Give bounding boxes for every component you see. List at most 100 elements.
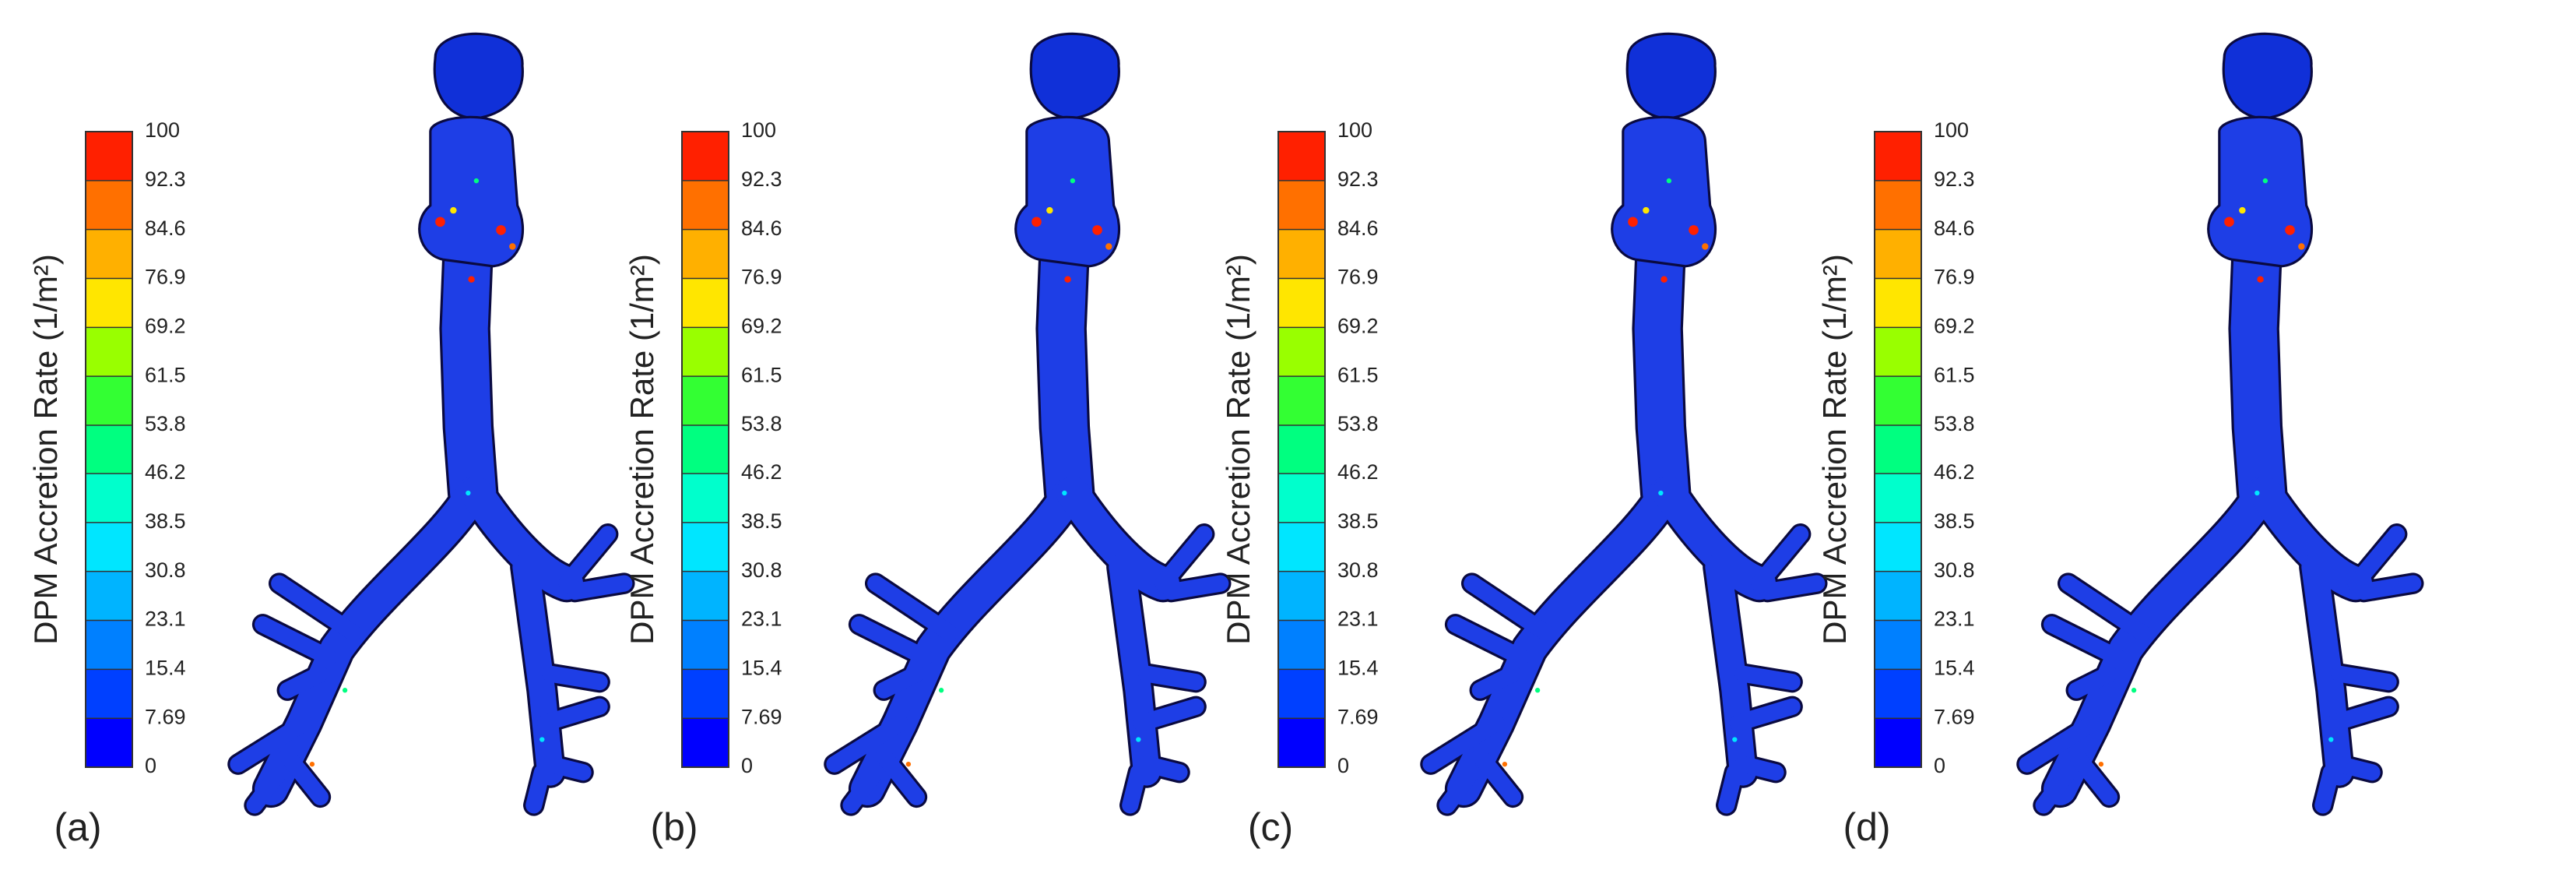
colorbar-tick-label: 7.69: [741, 705, 782, 728]
colorbar-band: [682, 229, 729, 279]
colorbar-tick-label: 23.1: [1934, 608, 1975, 631]
colorbar-band: [682, 132, 729, 181]
colorbar-tick-label: 15.4: [741, 656, 782, 679]
colorbar-tick-label: 53.8: [1337, 412, 1379, 435]
colorbar-tick-label: 76.9: [1337, 266, 1379, 289]
colorbar-band: [1875, 522, 1921, 572]
colorbar-tick-label: 38.5: [741, 509, 782, 533]
colorbar-tick-label: 69.2: [1934, 314, 1975, 337]
colorbar-band: [1875, 620, 1921, 670]
colorbar-tick-label: 46.2: [741, 460, 782, 484]
colorbar-band: [1875, 571, 1921, 621]
colorbar-tick-label: 84.6: [145, 217, 186, 240]
colorbar-tick-label: 30.8: [1934, 558, 1975, 582]
colorbar-tick-label: 15.4: [145, 656, 186, 679]
colorbar-tick-label: 69.2: [741, 314, 782, 337]
panel-label: (c): [1248, 805, 1293, 849]
airway-model: [835, 33, 1221, 805]
colorbar-title: DPM Accretion Rate (1/m²): [27, 254, 64, 645]
airway-model: [1431, 33, 1817, 805]
colorbar-tick-label: 92.3: [1934, 167, 1975, 191]
colorbar-band: [86, 718, 132, 767]
colorbar-band: [682, 424, 729, 474]
colorbar-band: [682, 669, 729, 719]
colorbar-tick-label: 84.6: [1337, 217, 1379, 240]
colorbar-tick-label: 30.8: [145, 558, 186, 582]
colorbar-band: [682, 474, 729, 523]
colorbar-tick-label: 38.5: [1337, 509, 1379, 533]
colorbar-band: [1278, 424, 1325, 474]
colorbar-tick-label: 38.5: [145, 509, 186, 533]
colorbar-band: [1278, 132, 1325, 181]
colorbar-tick-label: 23.1: [1337, 608, 1379, 631]
colorbar-tick-label: 92.3: [1337, 167, 1379, 191]
colorbar-title: DPM Accretion Rate (1/m²): [1816, 254, 1853, 645]
colorbar-band: [1278, 327, 1325, 377]
colorbar-band: [86, 229, 132, 279]
colorbar-tick-label: 61.5: [741, 363, 782, 386]
colorbar-band: [86, 522, 132, 572]
colorbar-band: [682, 620, 729, 670]
colorbar-band: [682, 522, 729, 572]
colorbar-band: [682, 180, 729, 230]
colorbar-tick-label: 61.5: [1934, 363, 1975, 386]
colorbar-tick-label: 15.4: [1337, 656, 1379, 679]
colorbar-band: [1875, 474, 1921, 523]
colorbar-tick-label: 0: [145, 754, 156, 777]
colorbar-band: [1278, 278, 1325, 328]
colorbar-tick-label: 7.69: [1337, 705, 1379, 728]
colorbar-tick-label: 7.69: [145, 705, 186, 728]
colorbar-tick-label: 92.3: [741, 167, 782, 191]
colorbar-band: [1278, 474, 1325, 523]
colorbar-band: [1875, 278, 1921, 328]
colorbar-tick-label: 0: [741, 754, 753, 777]
colorbar-band: [1875, 180, 1921, 230]
colorbar-band: [86, 669, 132, 719]
colorbar-tick-label: 84.6: [1934, 217, 1975, 240]
colorbar-tick-label: 23.1: [145, 608, 186, 631]
panel-label: (d): [1843, 805, 1890, 849]
colorbar-band: [1278, 180, 1325, 230]
airway-model: [2027, 33, 2413, 805]
colorbar-band: [682, 376, 729, 425]
colorbar-band: [86, 474, 132, 523]
colorbar-tick-label: 76.9: [741, 266, 782, 289]
colorbar-band: [1278, 376, 1325, 425]
colorbar-tick-label: 76.9: [145, 266, 186, 289]
airway-model: [238, 33, 624, 805]
panel: 100 92.3 84.6 76.9 69.2 61.5 53.8 46.2 38.5 30.8 2…: [1816, 33, 2413, 849]
colorbar-band: [1278, 669, 1325, 719]
colorbar-band: [682, 718, 729, 767]
colorbar-band: [86, 424, 132, 474]
colorbar-tick-label: 53.8: [1934, 412, 1975, 435]
colorbar-band: [1875, 424, 1921, 474]
colorbar-tick-label: 69.2: [1337, 314, 1379, 337]
panel-label: (a): [54, 805, 101, 849]
colorbar-band: [1278, 229, 1325, 279]
colorbar-band: [1278, 522, 1325, 572]
colorbar-band: [682, 571, 729, 621]
colorbar-band: [86, 376, 132, 425]
panel: 100 92.3 84.6 76.9 69.2 61.5 53.8 46.2 38.5 30.8 2…: [624, 33, 1221, 849]
colorbar-tick-label: 53.8: [145, 412, 186, 435]
colorbar-tick-label: 53.8: [741, 412, 782, 435]
colorbar-band: [86, 571, 132, 621]
colorbar-band: [1875, 229, 1921, 279]
colorbar-tick-label: 100: [1934, 118, 1969, 142]
colorbar-band: [1875, 376, 1921, 425]
colorbar-tick-label: 30.8: [1337, 558, 1379, 582]
colorbar-tick-label: 23.1: [741, 608, 782, 631]
colorbar-tick-label: 46.2: [145, 460, 186, 484]
colorbar-tick-label: 46.2: [1337, 460, 1379, 484]
colorbar-band: [86, 327, 132, 377]
colorbar-band: [1875, 327, 1921, 377]
panel: 100 92.3 84.6 76.9 69.2 61.5 53.8 46.2 38.5 30.8 2…: [1220, 33, 1817, 849]
colorbar-tick-label: 7.69: [1934, 705, 1975, 728]
colorbar-band: [1278, 571, 1325, 621]
colorbar-tick-label: 30.8: [741, 558, 782, 582]
colorbar-title: DPM Accretion Rate (1/m²): [1220, 254, 1256, 645]
colorbar-band: [86, 278, 132, 328]
colorbar-tick-label: 38.5: [1934, 509, 1975, 533]
panel-label: (b): [650, 805, 698, 849]
